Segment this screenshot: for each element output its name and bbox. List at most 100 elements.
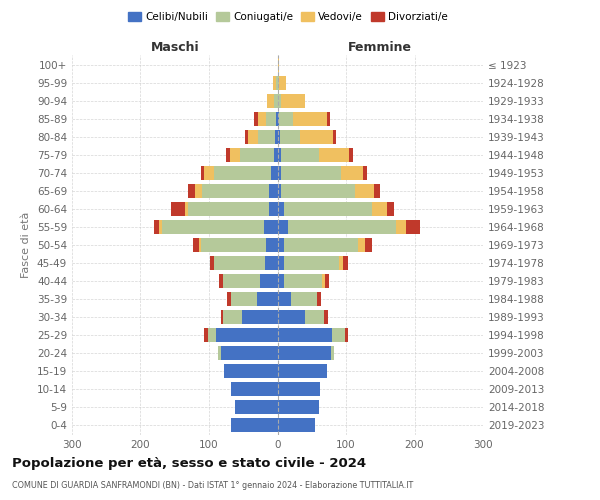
Bar <box>199 238 201 252</box>
Bar <box>300 130 333 143</box>
Bar <box>188 184 196 198</box>
Bar <box>281 94 305 108</box>
Bar <box>363 166 367 179</box>
Bar <box>221 310 223 324</box>
Bar <box>278 292 291 306</box>
Bar <box>240 148 274 162</box>
Bar <box>269 184 278 198</box>
Bar <box>264 220 278 234</box>
Bar <box>278 112 279 126</box>
Bar <box>218 346 221 360</box>
Bar <box>254 112 257 126</box>
Bar <box>322 274 325 288</box>
Bar <box>245 130 248 143</box>
Bar <box>257 292 278 306</box>
Bar <box>343 256 348 270</box>
Bar <box>317 292 320 306</box>
Bar <box>372 202 387 215</box>
Bar <box>333 130 337 143</box>
Bar <box>281 148 319 162</box>
Bar <box>231 418 278 432</box>
Bar <box>284 238 358 252</box>
Bar <box>223 274 260 288</box>
Bar <box>278 346 331 360</box>
Bar <box>227 292 231 306</box>
Bar <box>349 148 353 162</box>
Bar <box>159 220 163 234</box>
Bar <box>278 202 284 215</box>
Bar <box>288 220 396 234</box>
Bar <box>235 400 278 414</box>
Bar <box>305 310 324 324</box>
Bar <box>265 256 278 270</box>
Bar <box>219 274 223 288</box>
Bar <box>278 94 281 108</box>
Bar <box>275 130 278 143</box>
Bar <box>266 238 278 252</box>
Bar <box>365 238 372 252</box>
Bar <box>230 148 240 162</box>
Text: Popolazione per età, sesso e stato civile - 2024: Popolazione per età, sesso e stato civil… <box>12 458 366 470</box>
Bar <box>341 166 363 179</box>
Bar <box>193 238 199 252</box>
Bar <box>291 292 317 306</box>
Bar <box>201 166 204 179</box>
Bar <box>278 220 288 234</box>
Bar <box>278 274 284 288</box>
Bar <box>226 148 230 162</box>
Legend: Celibi/Nubili, Coniugati/e, Vedovi/e, Divorziati/e: Celibi/Nubili, Coniugati/e, Vedovi/e, Di… <box>124 8 452 26</box>
Bar <box>172 202 185 215</box>
Bar <box>284 202 372 215</box>
Bar <box>231 382 278 396</box>
Bar <box>331 346 334 360</box>
Bar <box>211 256 214 270</box>
Bar <box>278 238 284 252</box>
Bar <box>223 310 242 324</box>
Text: Femmine: Femmine <box>348 41 412 54</box>
Bar <box>358 238 365 252</box>
Bar <box>387 202 394 215</box>
Text: COMUNE DI GUARDIA SANFRAMONDI (BN) - Dati ISTAT 1° gennaio 2024 - Elaborazione T: COMUNE DI GUARDIA SANFRAMONDI (BN) - Dat… <box>12 481 413 490</box>
Bar <box>281 166 341 179</box>
Bar <box>327 112 330 126</box>
Bar <box>214 256 265 270</box>
Bar <box>278 418 315 432</box>
Bar <box>406 220 420 234</box>
Bar <box>274 148 278 162</box>
Bar <box>196 184 202 198</box>
Bar <box>271 166 278 179</box>
Bar <box>269 202 278 215</box>
Bar <box>214 166 271 179</box>
Bar <box>279 112 293 126</box>
Bar <box>325 274 329 288</box>
Bar <box>332 328 344 342</box>
Bar <box>204 328 208 342</box>
Bar <box>185 202 188 215</box>
Bar <box>163 220 264 234</box>
Bar <box>284 274 322 288</box>
Bar <box>188 202 269 215</box>
Bar <box>208 328 216 342</box>
Bar <box>278 148 281 162</box>
Bar <box>221 346 278 360</box>
Bar <box>396 220 406 234</box>
Bar <box>278 256 284 270</box>
Bar <box>319 148 349 162</box>
Bar <box>281 184 355 198</box>
Bar <box>278 400 319 414</box>
Bar <box>154 220 159 234</box>
Bar <box>374 184 380 198</box>
Bar <box>280 130 300 143</box>
Bar <box>279 76 286 90</box>
Bar <box>267 94 274 108</box>
Bar <box>231 292 257 306</box>
Bar <box>324 310 328 324</box>
Bar <box>257 112 266 126</box>
Bar <box>278 130 280 143</box>
Bar <box>260 274 278 288</box>
Bar <box>224 364 278 378</box>
Bar <box>273 76 276 90</box>
Bar <box>278 58 279 71</box>
Bar <box>274 94 278 108</box>
Bar <box>242 310 278 324</box>
